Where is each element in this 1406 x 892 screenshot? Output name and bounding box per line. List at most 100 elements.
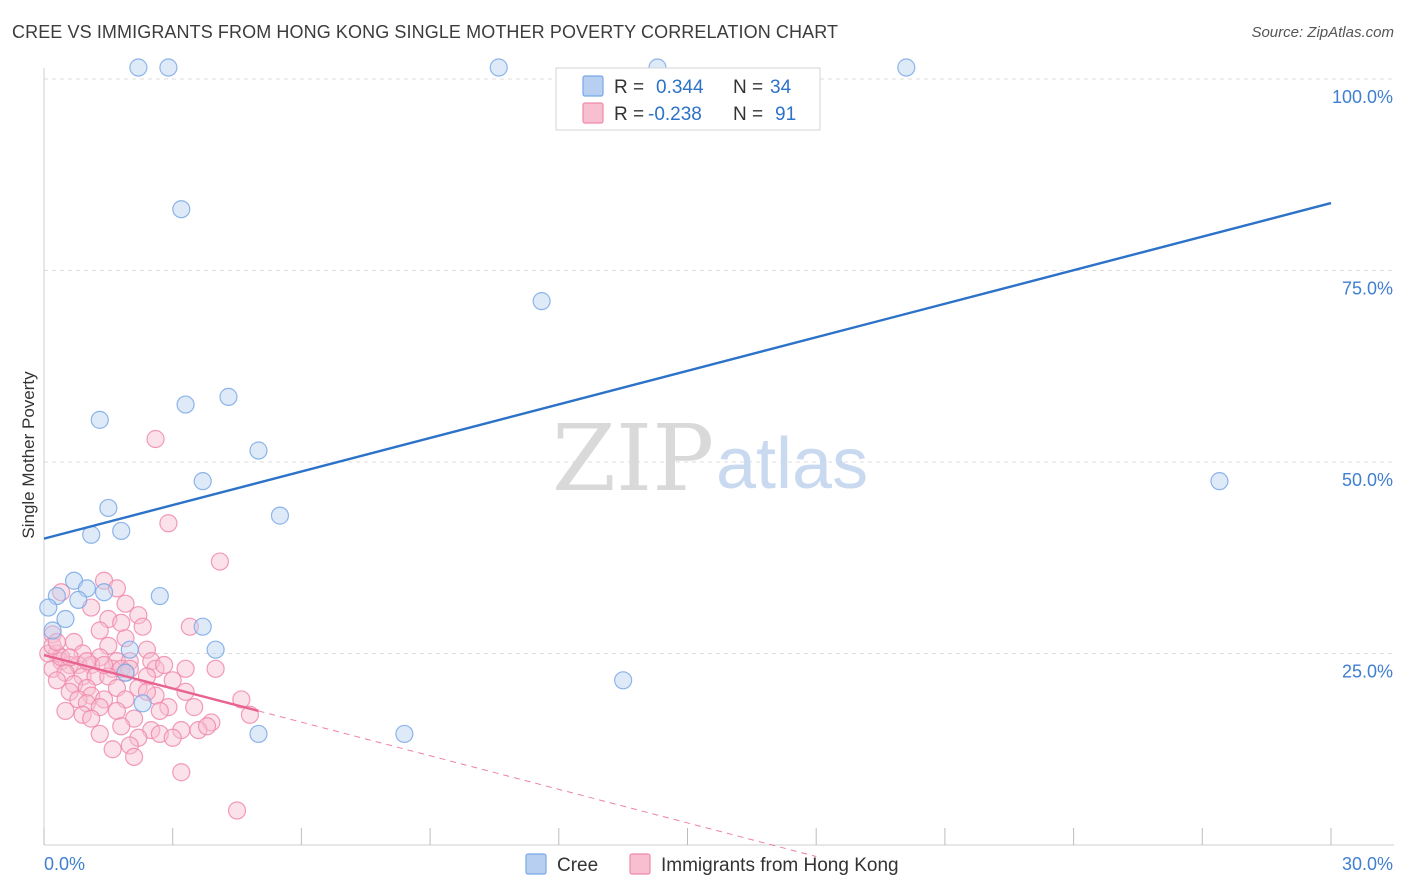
hk-point [206,659,225,678]
hk-r-label: R = [614,104,644,125]
hk-point [232,690,251,709]
cree-point [489,58,508,77]
cree-point [159,58,178,77]
cree-point [150,586,169,606]
cree-point [897,58,916,77]
y-tick-label: 100.0% [1332,87,1393,107]
series-legend: Cree Immigrants from Hong Kong [525,853,899,876]
cree-series-label: Cree [557,855,598,876]
hk-trend-line [43,653,259,713]
hk-point [133,617,152,636]
cree-point [176,395,195,414]
cree-point [193,617,212,636]
cree-n-value: 34 [770,77,792,98]
cree-points-layer [39,58,1229,744]
hk-n-value: 91 [775,104,796,125]
hk-point [47,671,66,690]
cree-point [120,640,139,659]
cree-series-swatch [525,853,547,875]
cree-point [172,200,191,219]
watermark-atlas: atlas [716,424,868,504]
hk-trend-extension [258,710,817,857]
cree-point [614,671,633,690]
hk-point [112,717,131,736]
hk-point [120,736,139,755]
cree-point [112,521,131,541]
cree-point [69,590,88,609]
hk-point [172,763,191,782]
hk-point [180,617,199,636]
hk-points-layer [39,429,260,820]
hk-point [124,747,144,767]
hk-point [112,613,131,632]
y-tick-label: 75.0% [1342,279,1393,299]
cree-point [193,472,212,491]
y-tick-label: 50.0% [1342,470,1393,490]
y-axis-label: Single Mother Poverty [19,371,38,539]
cree-point [43,621,62,640]
hk-point [159,514,178,533]
hk-point [163,728,182,747]
cree-point [56,609,75,629]
hk-point [107,701,127,721]
hk-point [137,682,157,701]
cree-point [129,58,148,77]
hk-point [227,801,247,820]
hk-point [176,659,195,678]
cree-point [39,598,58,617]
cree-point [249,441,268,460]
cree-point [532,292,551,311]
hk-point [90,724,109,744]
hk-point [197,717,217,736]
hk-n-label: N = [733,104,763,125]
cree-point [133,694,152,713]
hk-point [82,709,101,728]
watermark-zip: ZIP [552,405,714,512]
x-tick-label: 30.0% [1342,854,1393,874]
cree-point [206,640,225,659]
cree-point [270,506,290,525]
hk-point [210,552,229,571]
hk-point [155,655,174,675]
hk-legend-swatch [582,102,604,124]
y-tick-label: 25.0% [1342,662,1393,682]
tick-labels-layer: 25.0% 50.0% 75.0% 100.0% 0.0% 30.0% [44,87,1393,874]
chart-title: CREE VS IMMIGRANTS FROM HONG KONG SINGLE… [12,22,839,42]
cree-point [99,498,118,518]
cree-r-value: 0.344 [656,77,704,98]
trend-layer [43,201,1332,857]
hk-point [150,701,169,721]
axes-layer [43,68,1394,846]
source-label: Source: ZipAtlas.com [1251,24,1394,41]
x-tick-label: 0.0% [44,854,85,874]
hk-point [116,629,135,648]
cree-n-label: N = [733,77,763,98]
cree-trend-line [43,201,1332,540]
hk-series-swatch [629,853,651,875]
hk-point [189,720,208,740]
hk-point [103,740,122,759]
cree-point [395,724,414,744]
hk-point [116,594,135,613]
hk-point [47,632,66,652]
watermark: ZIP atlas [552,405,868,512]
cree-point [90,410,109,429]
hk-point [185,698,204,717]
cree-r-label: R = [614,77,644,98]
cree-legend-swatch [582,75,604,97]
hk-r-value: -0.238 [648,104,702,125]
cree-point [219,387,238,406]
hk-point [90,621,109,640]
hk-point [73,705,92,724]
hk-series-label: Immigrants from Hong Kong [661,855,899,876]
cree-point [249,724,268,744]
stats-legend: R = 0.344 N = 34 R = -0.238 N = 91 [555,67,821,131]
hk-point [159,698,178,717]
hk-point [146,429,165,449]
hk-point [56,701,75,721]
cree-point [94,583,114,602]
hk-point [129,606,148,625]
grid-layer [44,78,1394,654]
cree-point [1210,472,1229,491]
